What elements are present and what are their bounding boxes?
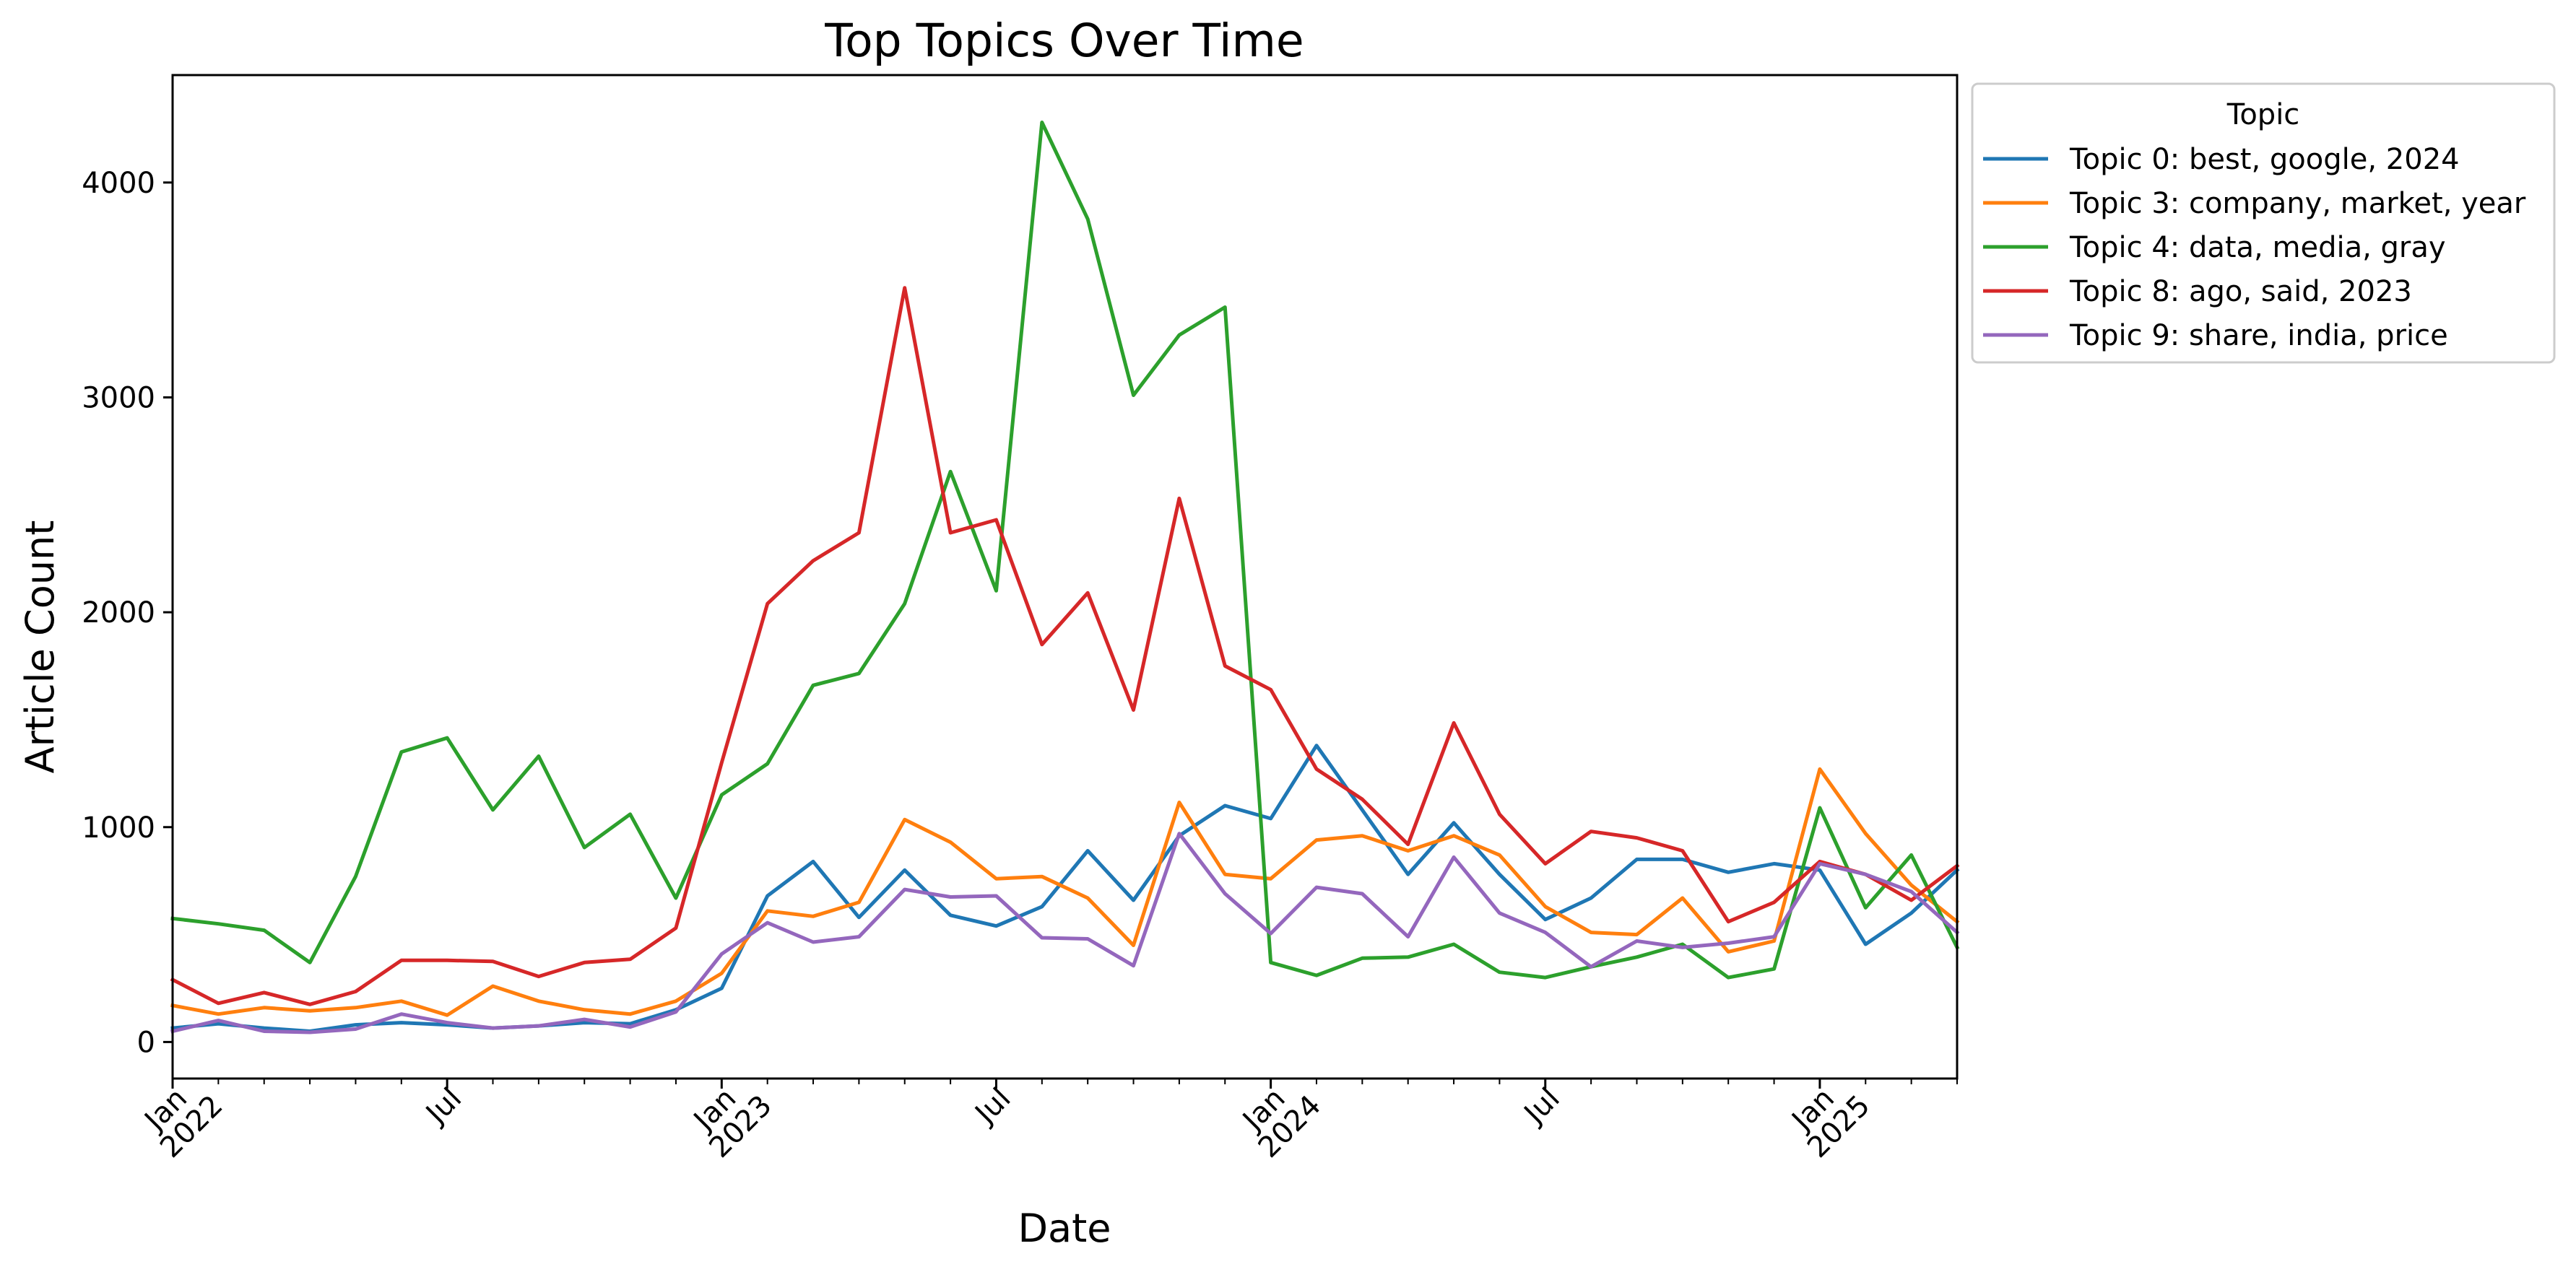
- x-tick-label-month: Jul: [968, 1082, 1018, 1132]
- x-tick-label-month: Jul: [1517, 1082, 1566, 1132]
- legend-label: Topic 8: ago, said, 2023: [2069, 275, 2412, 308]
- series-line-1: [170, 767, 1960, 1017]
- chart-title: Top Topics Over Time: [824, 14, 1304, 67]
- x-tick-label: Jul: [968, 1082, 1018, 1132]
- legend-title: Topic: [2226, 98, 2300, 131]
- legend-box: [1971, 82, 2556, 364]
- legend-label: Topic 0: best, google, 2024: [2069, 143, 2460, 176]
- series-line-2: [170, 121, 1960, 980]
- legend-label: Topic 3: company, market, year: [2069, 187, 2526, 220]
- legend: Topic Topic 0: best, google, 2024 Topic 3…: [1971, 82, 2556, 364]
- y-tick-label: 2000: [82, 596, 155, 630]
- y-axis: 0 1000 2000 3000 4000: [82, 167, 173, 1059]
- series-line-3: [170, 286, 1960, 1006]
- plot-frame: [171, 74, 1959, 1080]
- series-line-4: [170, 832, 1960, 1034]
- x-tick-label: Jul: [1517, 1082, 1566, 1132]
- legend-items: Topic 0: best, google, 2024 Topic 3: comp…: [1983, 143, 2526, 352]
- series-layer: [170, 121, 1960, 1034]
- y-tick-label: 0: [137, 1026, 155, 1059]
- x-tick-label: Jul: [418, 1082, 468, 1132]
- legend-label: Topic 9: share, india, price: [2069, 319, 2448, 352]
- x-tick-label-month: Jul: [418, 1082, 468, 1132]
- y-tick-label: 4000: [82, 167, 155, 200]
- y-tick-label: 3000: [82, 381, 155, 414]
- y-axis-label: Article Count: [17, 520, 63, 774]
- y-tick-label: 1000: [82, 811, 155, 845]
- x-axis-label: Date: [1018, 1206, 1111, 1251]
- legend-label: Topic 4: data, media, gray: [2069, 231, 2446, 264]
